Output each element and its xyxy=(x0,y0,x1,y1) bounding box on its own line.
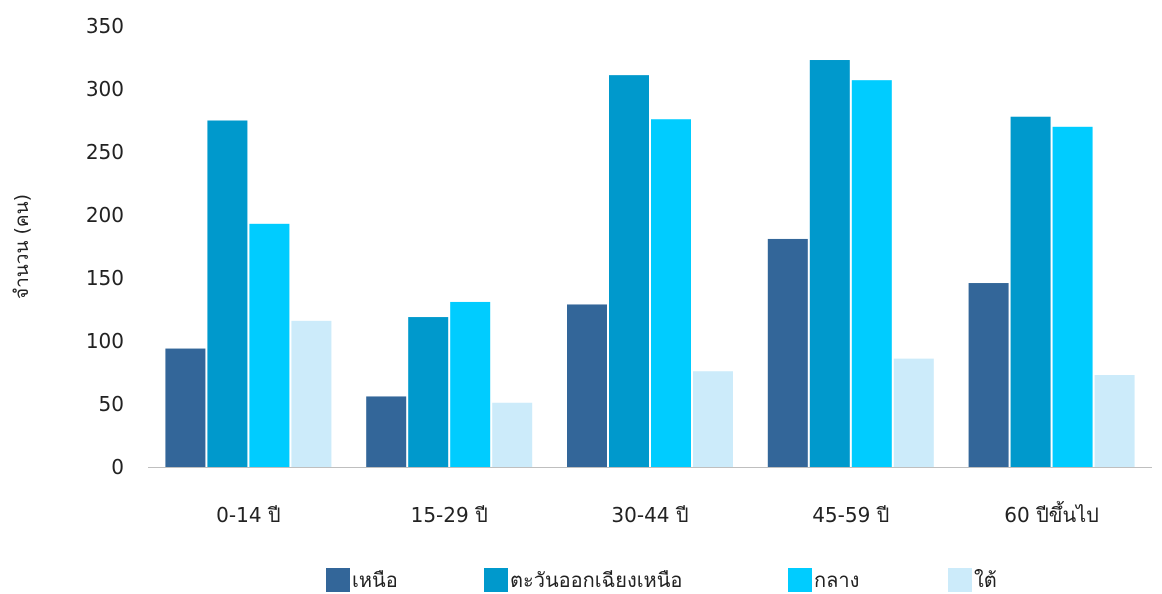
bar xyxy=(968,283,1009,467)
legend-swatch xyxy=(948,568,972,592)
bar xyxy=(492,402,533,467)
bar xyxy=(366,396,407,467)
bar xyxy=(165,348,206,467)
bar xyxy=(693,371,733,467)
x-tick-label: 15-29 ปี xyxy=(411,503,488,527)
bar xyxy=(291,320,332,467)
bar xyxy=(207,120,248,467)
bar xyxy=(567,304,607,467)
legend-swatch xyxy=(326,568,350,592)
bar xyxy=(767,238,808,467)
bar xyxy=(408,317,449,467)
y-tick-label: 300 xyxy=(86,77,124,101)
y-tick-label: 0 xyxy=(111,455,124,479)
y-axis-label: จำนวน (คน) xyxy=(11,194,33,299)
x-tick-label: 30-44 ปี xyxy=(611,503,688,527)
bar xyxy=(651,119,691,468)
bar xyxy=(851,80,892,468)
y-tick-label: 100 xyxy=(86,329,124,353)
legend-label: กลาง xyxy=(814,568,859,592)
legend-swatch xyxy=(788,568,812,592)
x-axis-labels: 0-14 ปี 15-29 ปี 30-44 ปี 45-59 ปี 60 ปีขึ้น… xyxy=(216,501,1099,527)
legend-label: ใต้ xyxy=(974,568,997,592)
y-tick-label: 200 xyxy=(86,203,124,227)
bar xyxy=(809,60,850,468)
x-tick-label: 45-59 ปี xyxy=(812,503,889,527)
legend-label: ตะวันออกเฉียงเหนือ xyxy=(510,568,682,592)
y-tick-label: 250 xyxy=(86,140,124,164)
y-tick-label: 50 xyxy=(99,392,124,416)
bar xyxy=(1010,116,1051,467)
bar xyxy=(249,223,290,467)
bar xyxy=(1094,375,1135,467)
y-axis-ticks: 0 50 100 150 200 250 300 350 xyxy=(86,14,124,479)
bar xyxy=(450,301,491,467)
bar xyxy=(609,75,649,467)
y-tick-label: 350 xyxy=(86,14,124,38)
bar xyxy=(1052,126,1093,468)
x-tick-label: 0-14 ปี xyxy=(216,503,280,527)
bars-group xyxy=(165,60,1135,468)
y-tick-label: 150 xyxy=(86,266,124,290)
legend: เหนือ ตะวันออกเฉียงเหนือ กลาง ใต้ xyxy=(326,568,997,592)
x-tick-label: 60 ปีขึ้นไป xyxy=(1004,501,1099,527)
legend-label: เหนือ xyxy=(352,568,398,592)
bar xyxy=(893,358,934,467)
legend-swatch xyxy=(484,568,508,592)
